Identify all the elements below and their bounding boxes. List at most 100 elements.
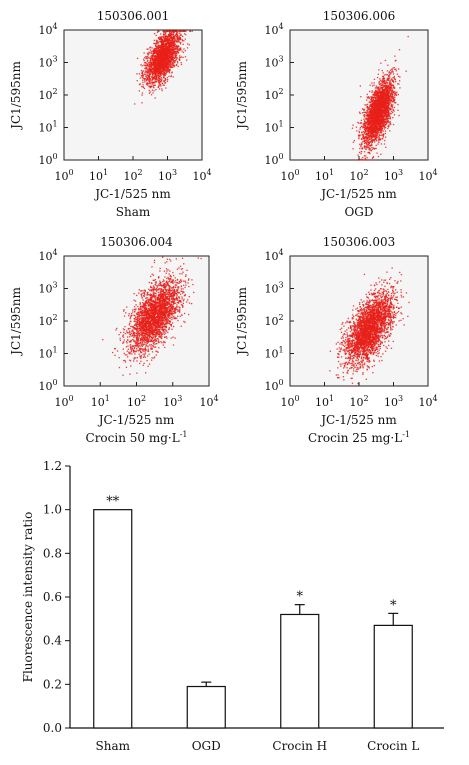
scatter-point xyxy=(170,51,172,53)
scatter-point xyxy=(155,65,157,67)
scatter-point xyxy=(379,96,382,98)
scatter-point xyxy=(390,103,393,106)
scatter-point xyxy=(366,123,368,125)
scatter-point xyxy=(380,88,382,90)
scatter-point xyxy=(380,126,383,129)
scatter-point xyxy=(169,59,171,61)
scatter-point xyxy=(392,123,395,126)
x-tick-label-base: 10 xyxy=(123,170,137,183)
scatter-point xyxy=(167,65,169,67)
scatter-point xyxy=(387,106,389,109)
y-tick-label-exp: 3 xyxy=(278,55,283,64)
scatter-point xyxy=(363,128,366,130)
scatter-point xyxy=(152,76,154,79)
scatter-point xyxy=(168,39,170,41)
scatter-point xyxy=(372,129,374,132)
scatter-point xyxy=(148,66,150,68)
scatter-point xyxy=(357,159,360,161)
scatter-point xyxy=(366,137,369,140)
scatter-point xyxy=(371,127,373,129)
scatter-point xyxy=(383,91,386,94)
scatter-point xyxy=(134,103,136,105)
scatter-point xyxy=(386,91,388,93)
scatter-point xyxy=(167,51,169,53)
scatter-point xyxy=(157,44,159,46)
scatter-point xyxy=(159,65,161,67)
scatter-point xyxy=(384,104,386,107)
scatter-point xyxy=(171,41,173,43)
scatter-point xyxy=(368,115,370,117)
y-tick-label-base: 10 xyxy=(38,154,52,167)
scatter-point xyxy=(370,125,372,128)
scatter-point xyxy=(371,120,373,122)
scatter-point xyxy=(160,70,162,72)
scatter-point xyxy=(155,45,157,47)
scatter-point xyxy=(146,84,149,86)
scatter-point xyxy=(351,127,354,129)
scatter-point xyxy=(179,37,182,40)
scatter-point xyxy=(165,78,167,81)
scatter-point xyxy=(179,43,182,45)
scatter-point xyxy=(173,41,175,43)
scatter-point xyxy=(393,92,396,94)
scatter-point xyxy=(172,51,175,53)
scatter-point xyxy=(154,47,156,50)
scatter-point xyxy=(162,56,164,58)
scatter-point xyxy=(382,134,384,137)
scatter-point xyxy=(382,136,384,138)
scatter-point xyxy=(388,87,390,89)
scatter-point xyxy=(155,76,157,79)
scatter-point xyxy=(375,132,377,134)
scatter-point xyxy=(165,39,167,41)
scatter-point xyxy=(376,76,379,79)
scatter-point xyxy=(382,93,384,95)
scatter-point xyxy=(377,122,379,124)
scatter-point xyxy=(366,127,368,129)
scatter-point xyxy=(163,55,166,58)
scatter-point xyxy=(394,81,397,83)
scatter-point xyxy=(377,97,379,99)
scatter-point xyxy=(369,105,371,107)
scatter-point xyxy=(142,86,144,88)
scatter-point xyxy=(393,81,395,83)
scatter-point xyxy=(383,120,385,122)
scatter-point xyxy=(167,40,169,42)
panel-title: 150306.006 xyxy=(323,9,396,23)
scatter-point xyxy=(175,57,177,59)
scatter-point xyxy=(165,66,167,68)
scatter-point xyxy=(157,41,159,43)
scatter-point xyxy=(147,78,149,80)
scatter-point xyxy=(376,134,378,136)
scatter-point xyxy=(384,59,387,62)
scatter-point xyxy=(157,54,159,56)
scatter-point xyxy=(372,111,375,113)
scatter-point xyxy=(167,66,169,69)
scatter-point xyxy=(371,136,374,139)
scatter-point xyxy=(367,107,369,109)
y-tick-label-base: 10 xyxy=(38,89,52,102)
scatter-point xyxy=(148,64,151,66)
scatter-point xyxy=(367,140,369,142)
scatter-point xyxy=(145,83,147,85)
scatter-point xyxy=(151,79,153,81)
scatter-point xyxy=(165,38,167,40)
scatter-point xyxy=(366,144,368,146)
scatter-point xyxy=(172,50,174,52)
scatter-point xyxy=(387,120,389,123)
scatter-point xyxy=(368,122,370,124)
scatter-point xyxy=(159,59,162,61)
scatter-point xyxy=(144,67,146,69)
scatter-point xyxy=(139,83,141,85)
scatter-point xyxy=(385,102,388,104)
scatter-point xyxy=(177,49,179,51)
scatter-point xyxy=(386,100,388,102)
scatter-point xyxy=(358,111,361,113)
scatter-point xyxy=(381,122,383,124)
scatter-point xyxy=(376,119,379,121)
scatter-point xyxy=(159,67,161,69)
scatter-point xyxy=(173,32,175,34)
scatter-point xyxy=(148,73,150,76)
scatter-point xyxy=(385,82,387,84)
scatter-point xyxy=(385,136,387,138)
scatter-point xyxy=(157,47,160,49)
